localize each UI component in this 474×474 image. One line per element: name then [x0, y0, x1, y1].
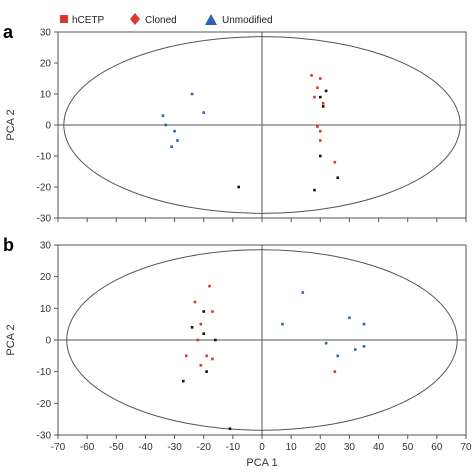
- y-tick-label: 20: [40, 59, 52, 70]
- data-point-red: [208, 284, 211, 288]
- y-tick-label: -10: [37, 367, 52, 378]
- x-tick-label: -30: [167, 442, 182, 453]
- panel-b-y-axis-label: PCA 2: [5, 324, 17, 355]
- data-point-blue: [173, 129, 176, 133]
- x-tick-label: -60: [80, 442, 95, 453]
- data-point-red: [333, 370, 337, 373]
- data-point-red: [316, 125, 319, 128]
- x-tick-label: -10: [226, 442, 241, 453]
- x-tick-label: -50: [109, 442, 124, 453]
- data-point-blue: [353, 348, 357, 351]
- x-tick-label: 20: [315, 442, 327, 453]
- data-point-blue: [170, 145, 173, 148]
- x-tick-label: -70: [51, 442, 66, 453]
- x-tick-label: 50: [402, 442, 414, 453]
- y-tick-label: 0: [45, 336, 51, 347]
- data-point-blue: [176, 139, 179, 142]
- panel-a-points: [161, 74, 340, 192]
- data-point-blue: [362, 322, 366, 326]
- data-point-blue: [161, 114, 165, 117]
- x-tick-label: 30: [344, 442, 356, 453]
- y-tick-label: -10: [37, 152, 52, 163]
- x-tick-label: 60: [431, 442, 443, 453]
- panel-b-x-axis-label: PCA 1: [246, 457, 277, 469]
- panel-b-y-ticks: 30 20 10 0 -10 -20 -30: [37, 241, 58, 442]
- x-tick-label: -40: [138, 442, 153, 453]
- data-point-black: [336, 176, 340, 179]
- data-point-blue: [348, 316, 351, 320]
- data-point-blue: [190, 92, 194, 96]
- data-point-blue: [336, 354, 340, 358]
- data-point-red: [211, 310, 214, 313]
- data-point-black: [205, 370, 208, 373]
- data-point-black: [321, 105, 325, 108]
- panel-a-label: a: [3, 22, 14, 42]
- data-point-black: [202, 332, 206, 335]
- y-tick-label: 10: [40, 304, 52, 315]
- data-point-black: [214, 338, 217, 342]
- data-point-red: [184, 354, 188, 358]
- data-point-red: [196, 338, 200, 342]
- x-tick-label: 10: [286, 442, 298, 453]
- y-tick-label: 10: [40, 90, 52, 101]
- data-point-red: [318, 139, 322, 142]
- data-point-black: [202, 310, 206, 313]
- data-point-red: [321, 102, 325, 105]
- data-point-blue: [164, 123, 168, 127]
- panel-a: a 30 20 10 0 -10 -20 -30 PCA 2: [3, 22, 467, 225]
- data-point-black: [182, 379, 185, 383]
- data-point-black: [190, 326, 194, 329]
- data-point-red: [313, 95, 316, 99]
- legend-unmodified-label: Unmodified: [222, 15, 273, 26]
- data-point-red: [211, 357, 214, 361]
- data-point-red: [193, 300, 197, 304]
- x-tick-label: -20: [196, 442, 211, 453]
- data-point-black: [228, 427, 232, 430]
- data-point-black: [318, 95, 322, 99]
- panel-b-points: [182, 284, 366, 430]
- data-point-red: [318, 129, 322, 133]
- data-point-red: [205, 354, 208, 358]
- data-point-blue: [301, 291, 305, 294]
- x-tick-label: 40: [373, 442, 385, 453]
- data-point-red: [199, 322, 203, 326]
- panel-b-label: b: [3, 235, 14, 255]
- data-point-red: [318, 77, 322, 80]
- y-tick-label: -30: [37, 431, 52, 442]
- legend-cloned-diamond-icon: [130, 13, 140, 25]
- y-tick-label: -20: [37, 183, 52, 194]
- x-tick-label: 0: [259, 442, 265, 453]
- y-tick-label: 30: [40, 241, 52, 252]
- panel-a-y-ticks: 30 20 10 0 -10 -20 -30: [37, 28, 58, 225]
- legend-hcetp-square-icon: [60, 15, 68, 23]
- y-tick-label: 0: [45, 121, 51, 132]
- data-point-blue: [202, 111, 206, 114]
- data-point-red: [333, 160, 337, 164]
- data-point-blue: [324, 341, 328, 345]
- y-tick-label: 30: [40, 28, 52, 39]
- data-point-blue: [362, 345, 366, 348]
- panel-a-x-ticks: [57, 218, 467, 222]
- legend-hcetp-label: hCETP: [72, 15, 105, 26]
- y-tick-label: -30: [37, 214, 52, 225]
- legend-unmodified-triangle-icon: [205, 14, 217, 25]
- panel-b: b 30 20 10 0 -10 -20 -30 -70 -60 -50 -40 -30 -20 -10…: [3, 235, 472, 469]
- data-point-blue: [281, 322, 284, 326]
- panel-a-y-axis-label: PCA 2: [5, 109, 17, 140]
- y-tick-label: -20: [37, 399, 52, 410]
- data-point-red: [310, 74, 313, 77]
- data-point-black: [237, 185, 240, 189]
- data-point-black: [313, 188, 316, 192]
- data-point-red: [316, 86, 319, 90]
- data-point-red: [199, 364, 203, 367]
- x-tick-label: 70: [460, 442, 472, 453]
- data-point-black: [318, 154, 322, 158]
- legend-cloned-label: Cloned: [145, 15, 177, 26]
- panel-b-x-ticks: -70 -60 -50 -40 -30 -20 -10 0 10 20 30 40 50 60 70: [51, 435, 472, 453]
- legend: hCETP Cloned Unmodified: [60, 13, 273, 26]
- data-point-black: [324, 89, 328, 93]
- y-tick-label: 20: [40, 272, 52, 283]
